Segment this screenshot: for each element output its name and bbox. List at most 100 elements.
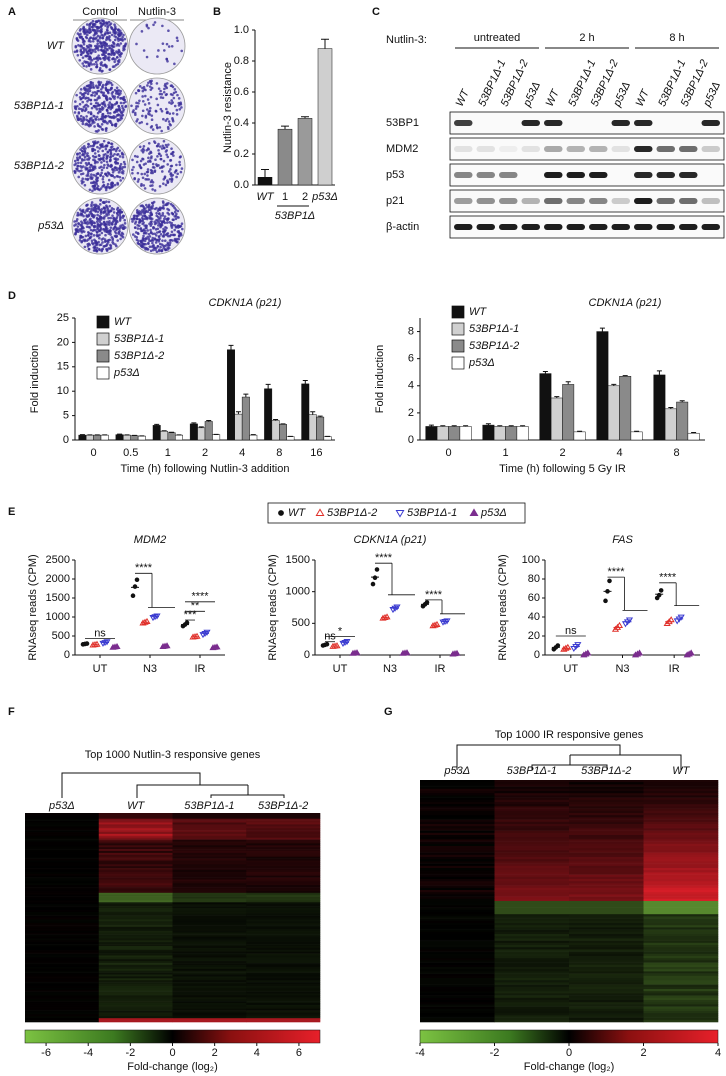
colony [117, 105, 120, 108]
colony [171, 239, 174, 242]
colony [101, 232, 104, 235]
heatmap-cell [25, 866, 99, 868]
heatmap-cell [495, 925, 570, 928]
colony [145, 116, 148, 119]
colony [96, 220, 99, 223]
heatmap-cell [644, 989, 719, 992]
colony [75, 94, 78, 97]
bar [654, 375, 665, 440]
colony [80, 36, 83, 39]
bar [302, 384, 309, 440]
group-label: 8 h [669, 32, 684, 44]
heatmap-cell [25, 1011, 99, 1013]
colony [137, 178, 140, 181]
colony [118, 44, 121, 47]
colony [106, 151, 109, 154]
colony [119, 179, 122, 182]
colony [79, 155, 82, 158]
heatmap-cell [569, 949, 644, 952]
legend-label: WT [469, 306, 487, 318]
heatmap-cell [25, 1005, 99, 1007]
colony [136, 217, 139, 220]
heatmap-cell [420, 815, 495, 818]
colony [166, 221, 169, 224]
colony [161, 170, 164, 173]
heatmap-cell [246, 1009, 320, 1011]
y-tick-label: 6 [408, 353, 414, 365]
heatmap-cell [25, 815, 99, 817]
bar [316, 417, 323, 440]
heatmap-cell [569, 861, 644, 864]
heatmap-cell [569, 1004, 644, 1007]
heatmap-cell [420, 864, 495, 867]
colony [171, 230, 174, 233]
colony [84, 246, 87, 249]
heatmap-cell [569, 787, 644, 790]
heatmap-cell [569, 985, 644, 988]
colony [111, 52, 114, 55]
heatmap-cell [495, 996, 570, 999]
heatmap-cell [569, 883, 644, 886]
colony [85, 118, 88, 121]
heatmap-cell [25, 940, 99, 942]
heatmap-cell [495, 991, 570, 994]
heatmap-cell [420, 782, 495, 785]
heatmap-cell [495, 833, 570, 836]
replicate-point [375, 568, 379, 572]
heatmap-cell [644, 822, 719, 825]
heatmap-cell [569, 903, 644, 906]
colony [168, 120, 171, 123]
heatmap-cell [420, 853, 495, 856]
heatmap-cell [246, 889, 320, 891]
heatmap-cell [644, 923, 719, 926]
colony [105, 173, 108, 176]
heatmap-cell [99, 995, 173, 997]
colony [82, 116, 85, 119]
band [454, 224, 473, 230]
colony [117, 183, 120, 186]
chart-title: CDKN1A (p21) [589, 297, 662, 309]
colony [83, 220, 86, 223]
heatmap-cell [25, 872, 99, 874]
heatmap-cell [99, 868, 173, 870]
colony [160, 233, 163, 236]
heatmap-cell [420, 976, 495, 979]
colony [111, 124, 114, 127]
heatmap-cell [99, 830, 173, 832]
bar [318, 49, 332, 185]
heatmap-cell [420, 800, 495, 803]
colony [166, 163, 169, 166]
colony [140, 121, 143, 124]
colony [165, 153, 168, 156]
heatmap-cell [569, 963, 644, 966]
heatmap-cell [420, 820, 495, 823]
heatmap-cell [420, 1011, 495, 1014]
heatmap-cell [173, 893, 247, 895]
colorbar-tick-label: -4 [83, 1047, 93, 1059]
heatmap-cell [644, 787, 719, 790]
heatmap-cell [569, 892, 644, 895]
colony [119, 219, 122, 222]
colony [137, 89, 140, 92]
colony [102, 217, 105, 220]
colony [122, 170, 125, 173]
colony [107, 38, 110, 41]
heatmap-cell [25, 1018, 99, 1020]
heatmap-cell [420, 941, 495, 944]
bar [168, 433, 175, 440]
colony [160, 130, 163, 133]
colony [99, 229, 102, 232]
heatmap-cell [420, 969, 495, 972]
colony [172, 112, 175, 115]
colony [110, 226, 113, 229]
heatmap-cell [495, 919, 570, 922]
colony [107, 247, 110, 250]
heatmap-cell [569, 793, 644, 796]
legend-swatch [452, 340, 464, 352]
heatmap-cell [569, 976, 644, 979]
heatmap-cell [99, 990, 173, 992]
heatmap-cell [495, 846, 570, 849]
colony [117, 114, 120, 117]
heatmap-cell [420, 947, 495, 950]
band [589, 146, 608, 152]
